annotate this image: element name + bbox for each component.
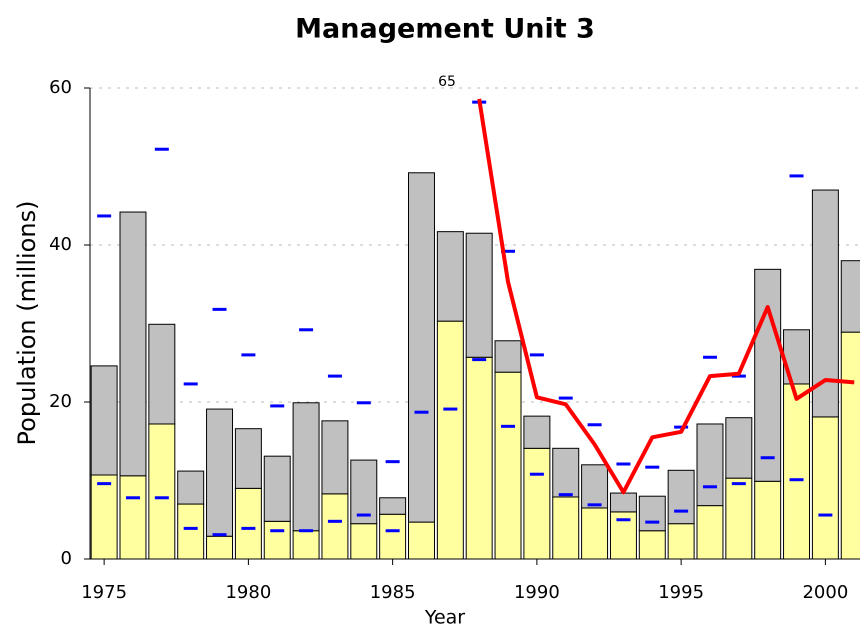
trend-line xyxy=(477,98,855,495)
bar-segment xyxy=(638,495,666,532)
bar-segment xyxy=(581,507,609,560)
bar-segment xyxy=(754,268,782,482)
bar-segment xyxy=(783,383,811,560)
bar-segment xyxy=(754,480,782,560)
bar-segment xyxy=(177,503,205,560)
y-axis-label: Population (millions) xyxy=(13,201,41,446)
bar-segment xyxy=(90,474,118,560)
bar-segment xyxy=(725,417,753,479)
bar-segment xyxy=(725,477,753,560)
bar-segment xyxy=(206,535,234,560)
y-tick-label: 40 xyxy=(49,234,72,255)
bar-segment xyxy=(840,331,860,560)
bar-segment xyxy=(206,408,234,537)
bar-segment xyxy=(234,428,262,489)
bar-segment xyxy=(292,530,320,560)
bar-segment xyxy=(436,231,464,322)
x-tick-label: 1980 xyxy=(225,582,271,603)
x-tick-label: 1975 xyxy=(81,582,127,603)
bar-segment xyxy=(552,447,580,498)
annotation: 65 xyxy=(438,74,456,90)
bar-segment xyxy=(552,496,580,560)
bar-segment xyxy=(523,447,551,560)
bar-segment xyxy=(148,423,176,560)
x-axis-label: Year xyxy=(424,607,465,629)
bar-segment xyxy=(321,420,349,495)
x-tick-label: 2000 xyxy=(802,582,848,603)
bar-segment xyxy=(465,356,493,560)
bar-segment xyxy=(494,371,522,560)
y-tick-label: 20 xyxy=(49,391,72,412)
bar-segment xyxy=(581,464,609,509)
bar-segment xyxy=(436,320,464,560)
bar-segment xyxy=(379,497,407,515)
bar-segment xyxy=(90,365,118,476)
bar-segment xyxy=(696,423,724,507)
bar-segment xyxy=(234,487,262,560)
chart-title: Management Unit 3 xyxy=(295,14,595,45)
bar-segment xyxy=(811,189,839,418)
bar-segment xyxy=(840,260,860,333)
bar-segment xyxy=(148,323,176,425)
bar-segment xyxy=(408,172,435,523)
y-tick-label: 60 xyxy=(49,77,72,98)
y-tick-label: 0 xyxy=(61,548,72,569)
bar-segment xyxy=(667,469,695,525)
bar-segment xyxy=(119,211,147,477)
bar-segment xyxy=(638,530,666,560)
bar-segment xyxy=(177,470,205,505)
bar-segment xyxy=(696,505,724,560)
bar-segment xyxy=(263,520,291,560)
bar-segment xyxy=(465,232,493,358)
x-tick-label: 1990 xyxy=(514,582,560,603)
bar-segment xyxy=(379,513,407,560)
bar-segment xyxy=(292,402,320,532)
bar-segment xyxy=(523,415,551,449)
bar-segment xyxy=(408,521,435,560)
bar-segment xyxy=(350,523,378,560)
bar-segment xyxy=(350,459,378,525)
x-tick-label: 1995 xyxy=(658,582,704,603)
bar-segment xyxy=(263,455,291,522)
bar-segment xyxy=(667,523,695,560)
bar-segment xyxy=(811,416,839,560)
x-tick-label: 1985 xyxy=(370,582,416,603)
bar-segment xyxy=(119,475,147,560)
bar-segment xyxy=(494,340,522,373)
bar-segment xyxy=(321,493,349,560)
bar-segment xyxy=(609,492,637,513)
